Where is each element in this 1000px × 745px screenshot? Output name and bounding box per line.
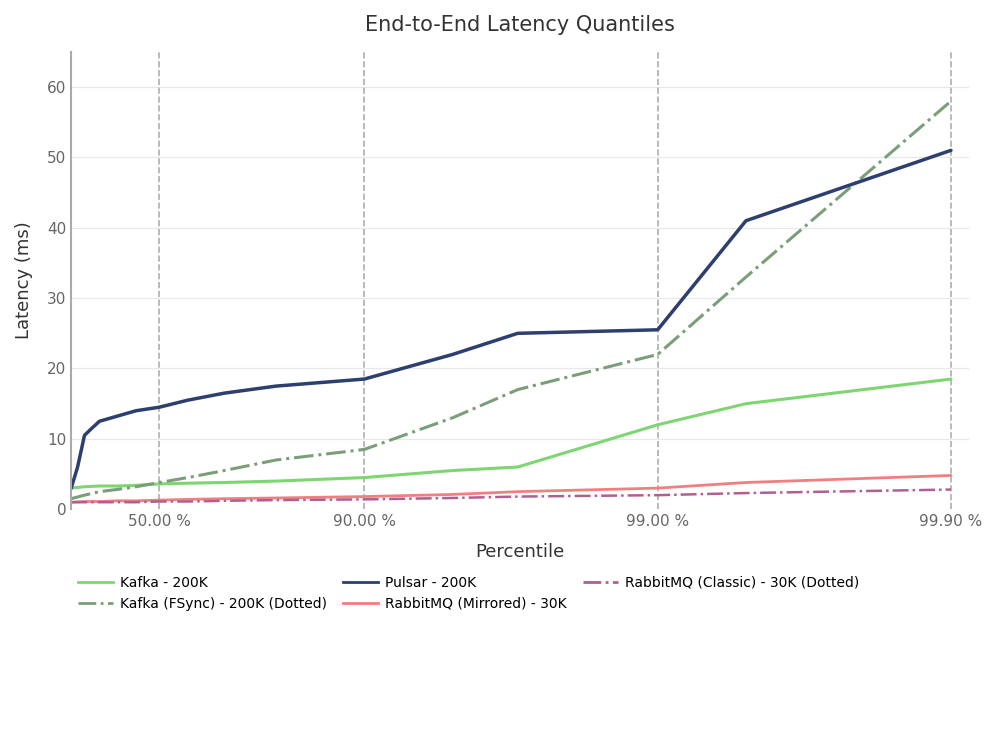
X-axis label: Percentile: Percentile bbox=[475, 543, 564, 561]
Title: End-to-End Latency Quantiles: End-to-End Latency Quantiles bbox=[365, 15, 675, 35]
Y-axis label: Latency (ms): Latency (ms) bbox=[15, 222, 33, 340]
Legend: Kafka - 200K, Kafka (FSync) - 200K (Dotted), Pulsar - 200K, RabbitMQ (Mirrored) : Kafka - 200K, Kafka (FSync) - 200K (Dott… bbox=[78, 576, 859, 611]
